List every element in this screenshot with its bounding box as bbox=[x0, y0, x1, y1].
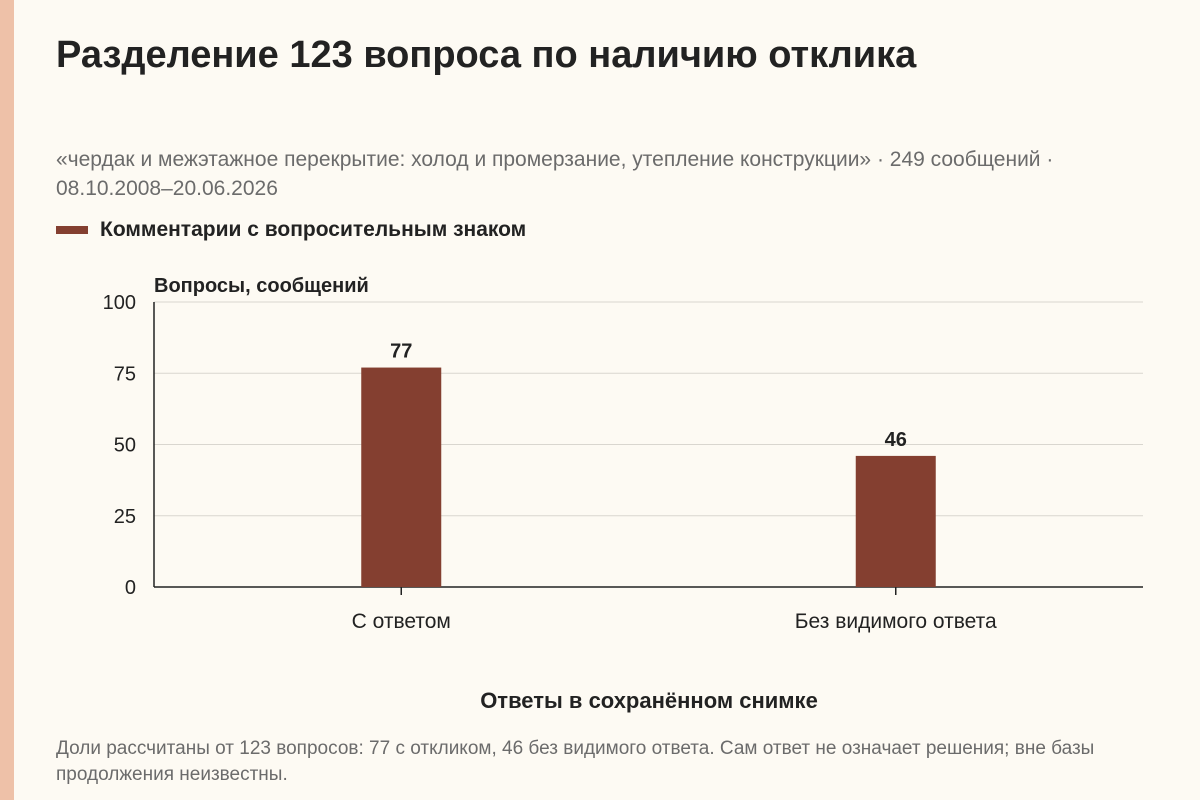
x-axis-label: Ответы в сохранённом снимке bbox=[480, 688, 818, 713]
left-accent-bar bbox=[0, 0, 14, 800]
y-tick-label: 50 bbox=[114, 435, 136, 457]
bar-value-label: 77 bbox=[390, 341, 412, 363]
y-tick-label: 0 bbox=[125, 577, 136, 599]
chart-subtitle: «чердак и межэтажное перекрытие: холод и… bbox=[56, 148, 1054, 200]
y-tick-label: 100 bbox=[103, 292, 136, 314]
x-tick-label: С ответом bbox=[352, 610, 451, 633]
bar-value-label: 46 bbox=[885, 429, 907, 451]
y-axis-label: Вопросы, сообщений bbox=[154, 275, 369, 297]
bar bbox=[855, 455, 936, 587]
chart-title: Разделение 123 вопроса по наличию отклик… bbox=[56, 34, 917, 76]
y-tick-label: 75 bbox=[114, 363, 136, 385]
y-tick-label: 25 bbox=[114, 506, 136, 528]
x-tick-label: Без видимого ответа bbox=[795, 610, 997, 633]
bar-chart: Вопросы, сообщений 0 25 50 75 100 77 С ответом… bbox=[103, 275, 1143, 713]
legend-label: Комментарии с вопросительным знаком bbox=[100, 218, 527, 241]
bar bbox=[361, 367, 442, 587]
chart-legend: Комментарии с вопросительным знаком bbox=[56, 218, 526, 242]
chart-footnote: Доли рассчитаны от 123 вопросов: 77 с от… bbox=[56, 738, 1095, 785]
legend-swatch bbox=[56, 226, 88, 234]
